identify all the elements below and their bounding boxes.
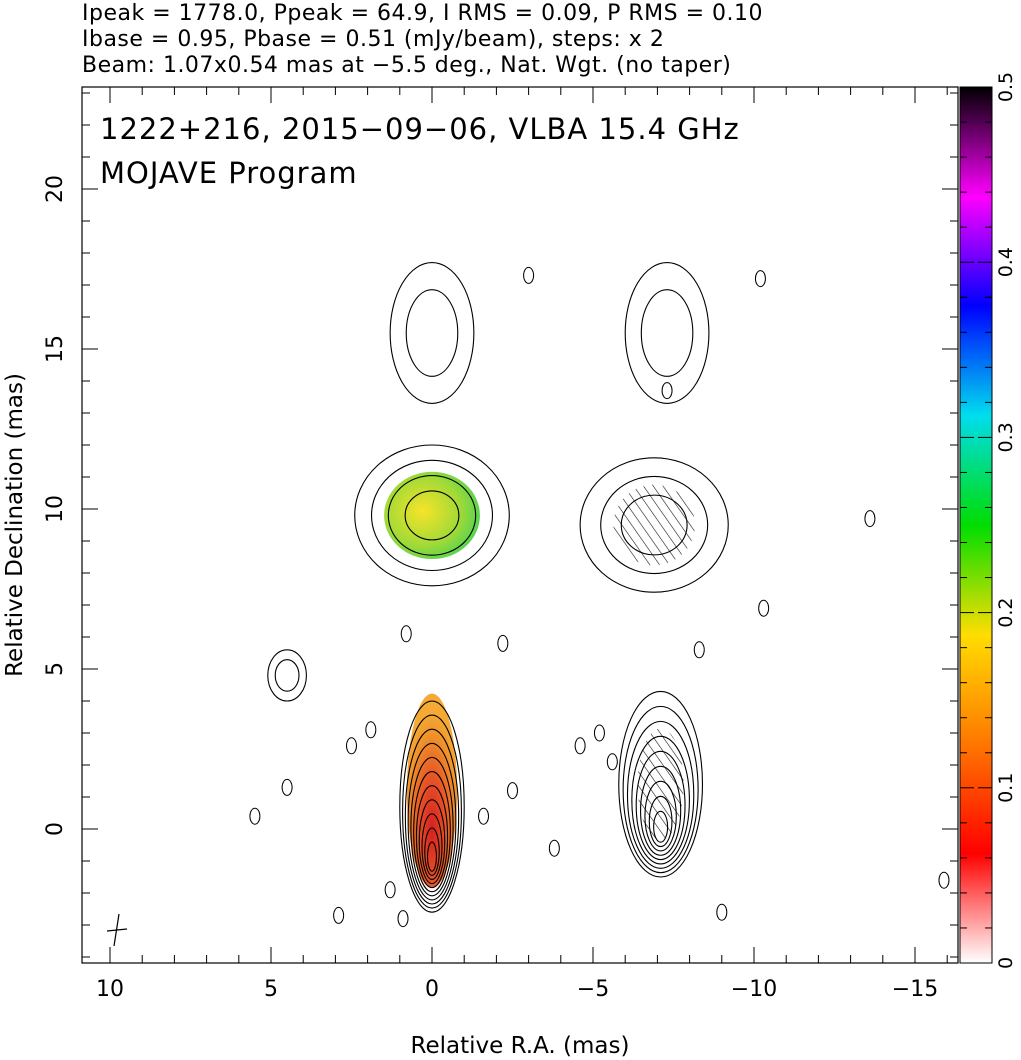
plot-title: 1222+216, 2015−09−06, VLBA 15.4 GHz bbox=[100, 112, 740, 146]
core-contour bbox=[415, 785, 449, 889]
colorbar: 0 0.1 0.2 0.3 0.4 0.5 bbox=[959, 72, 1017, 969]
y-axis-label: Relative Declination (mas) bbox=[2, 373, 28, 677]
y-tick-label: 0 bbox=[43, 822, 68, 836]
colorbar-tick-label: 0.4 bbox=[995, 247, 1017, 277]
contour-maps bbox=[249, 262, 950, 928]
noise-contour bbox=[249, 807, 261, 825]
x-axis-label: Relative R.A. (mas) bbox=[411, 1033, 630, 1059]
y-tick-label: 20 bbox=[43, 175, 68, 203]
stokes-i-panel bbox=[267, 262, 510, 913]
core-contour bbox=[648, 795, 673, 848]
colorbar-tick-label: 0.3 bbox=[995, 422, 1017, 452]
core-contour bbox=[640, 765, 682, 856]
noise-contour bbox=[400, 625, 412, 643]
header-line-2: Ibase = 0.95, Pbase = 0.51 (mJy/beam), s… bbox=[82, 27, 664, 52]
noise-contour bbox=[661, 382, 673, 400]
knot-10mas-contour bbox=[579, 457, 729, 593]
noise-contour bbox=[384, 881, 396, 899]
y-tick-label: 5 bbox=[43, 662, 68, 676]
knot-10mas-contour bbox=[370, 459, 494, 572]
core-contour bbox=[427, 841, 437, 872]
beam-marker bbox=[106, 913, 128, 947]
x-tick-label: 10 bbox=[96, 977, 124, 1002]
noise-contours bbox=[249, 266, 950, 928]
noise-contour bbox=[478, 807, 490, 825]
colorbar-tick-label: 0.1 bbox=[995, 773, 1017, 803]
core-contour bbox=[631, 735, 690, 865]
noise-contour bbox=[333, 906, 345, 924]
colorbar-gradient bbox=[959, 86, 993, 964]
core-contour bbox=[399, 700, 465, 913]
noise-contour bbox=[593, 724, 605, 742]
blob-16mas-contour bbox=[624, 262, 710, 404]
axis-ticks: 10 5 0 −5 −10 −15 0 5 10 15 20 bbox=[43, 87, 958, 1002]
core-contour bbox=[644, 780, 677, 852]
x-tick-label: −5 bbox=[577, 977, 609, 1002]
noise-contour bbox=[497, 634, 509, 652]
noise-contour bbox=[606, 753, 618, 771]
noise-contour bbox=[365, 721, 377, 739]
noise-contour bbox=[397, 910, 409, 928]
noise-contour bbox=[346, 737, 357, 755]
noise-contour bbox=[693, 641, 705, 659]
polarized-intensity-panel bbox=[579, 262, 729, 878]
knot-10mas-hatch bbox=[613, 484, 695, 566]
core-contour bbox=[421, 813, 443, 880]
noise-contour bbox=[507, 782, 518, 800]
plot-subtitle: MOJAVE Program bbox=[100, 156, 358, 190]
core-contour bbox=[618, 690, 704, 878]
header-line-3: Beam: 1.07x0.54 mas at −5.5 deg., Nat. W… bbox=[82, 53, 731, 78]
core-contour bbox=[635, 750, 686, 861]
core-contour bbox=[418, 799, 446, 885]
core-contour bbox=[404, 728, 460, 905]
core-contour bbox=[626, 720, 695, 869]
noise-contour bbox=[574, 737, 586, 755]
noise-contour bbox=[523, 266, 535, 284]
knot-10mas-contour bbox=[404, 490, 460, 541]
x-tick-label: 0 bbox=[425, 977, 439, 1002]
noise-contour bbox=[938, 871, 950, 889]
knot-10mas-contour bbox=[354, 444, 510, 587]
core-hatch bbox=[637, 728, 684, 840]
blob-5mas-contour bbox=[274, 659, 300, 692]
plot-frame bbox=[81, 86, 959, 964]
x-tick-label: −10 bbox=[731, 977, 777, 1002]
colorbar-tick-label: 0.2 bbox=[995, 597, 1017, 627]
noise-contour bbox=[758, 599, 770, 617]
core-contour bbox=[622, 705, 699, 874]
x-tick-label: 5 bbox=[264, 977, 278, 1002]
x-tick-label: −15 bbox=[892, 977, 938, 1002]
core-contour bbox=[410, 756, 454, 897]
y-tick-label: 10 bbox=[43, 495, 68, 523]
blob-16mas-contour bbox=[405, 289, 459, 377]
noise-contour bbox=[716, 903, 728, 921]
noise-contour bbox=[548, 839, 560, 857]
noise-contour bbox=[754, 270, 766, 288]
core-contour bbox=[402, 714, 462, 909]
core-contour bbox=[653, 810, 669, 843]
knot-10mas-polarization-fill bbox=[384, 471, 480, 560]
knot-10mas-contour bbox=[387, 475, 477, 556]
knot-10mas-contour bbox=[620, 494, 688, 556]
blob-16mas-contour bbox=[640, 289, 694, 377]
colorbar-tick-label: 0 bbox=[995, 957, 1017, 969]
colorbar-tick-label: 0.5 bbox=[995, 72, 1017, 102]
core-contour bbox=[424, 827, 440, 876]
knot-10mas-contour bbox=[600, 475, 709, 575]
noise-contour bbox=[864, 510, 876, 528]
y-tick-label: 15 bbox=[43, 335, 68, 363]
blob-16mas-contour bbox=[389, 262, 475, 404]
noise-contour bbox=[281, 778, 293, 796]
core-contour bbox=[407, 742, 457, 901]
header-line-1: Ipeak = 1778.0, Ppeak = 64.9, I RMS = 0.… bbox=[82, 1, 763, 26]
blob-5mas-contour bbox=[267, 649, 307, 702]
core-contour bbox=[413, 771, 451, 893]
